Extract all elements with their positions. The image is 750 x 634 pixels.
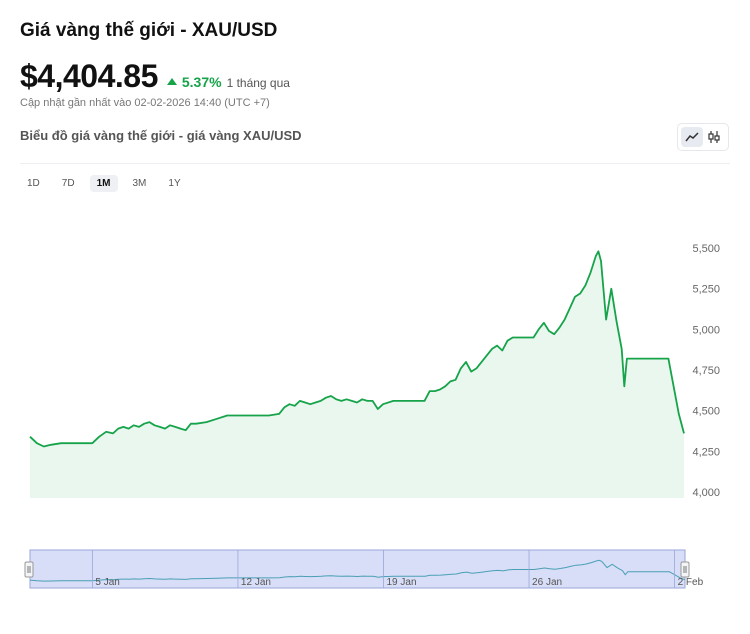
y-axis: 5,500 5,250 5,000 4,750 4,500 4,250 4,000 [692,243,720,499]
price-line [29,250,685,448]
candlestick-button[interactable] [703,127,725,147]
change-period: 1 tháng qua [226,76,290,90]
up-arrow-icon [166,78,177,85]
price-summary: $4,404.85 5.37% 1 tháng qua [20,58,290,95]
range-1y-button[interactable]: 1Y [168,178,181,189]
y-tick-label: 4,000 [692,487,720,499]
line-chart-icon [685,132,699,142]
y-tick-label: 5,250 [692,284,720,296]
current-price: $4,404.85 [20,58,158,94]
range-7d-button[interactable]: 7D [61,178,75,189]
plot-area [29,250,685,498]
range-selector: 1D 7D 1M 3M 1Y [20,175,196,192]
price-area-fill [30,251,684,498]
navigator-tick-label: 26 Jan [532,577,562,588]
range-1m-button[interactable]: 1M [89,175,118,192]
chart-subtitle: Biểu đồ giá vàng thế giới - giá vàng XAU… [20,128,302,143]
navigator-tick-label: 5 Jan [95,577,119,588]
navigator-line [29,559,686,582]
y-tick-label: 4,500 [692,406,720,418]
navigator-right-handle[interactable] [680,561,690,578]
y-tick-label: 5,000 [692,324,720,336]
range-1d-button[interactable]: 1D [27,178,40,189]
navigator-selection[interactable] [29,549,686,589]
navigator-left-handle[interactable] [24,561,34,578]
navigator-tick-label: 12 Jan [241,577,271,588]
change-percent: 5.37% [181,74,222,90]
y-tick-label: 4,250 [692,446,720,458]
last-updated: Cập nhật gần nhất vào 02-02-2026 14:40 (… [20,97,270,109]
navigator-ticks: 5 Jan 12 Jan 19 Jan 26 Jan 2 Feb [91,550,704,588]
range-navigator[interactable]: 5 Jan 12 Jan 19 Jan 26 Jan 2 Feb [24,549,704,589]
y-tick-label: 4,750 [692,365,720,377]
line-chart-button[interactable] [681,127,703,147]
section-divider [20,163,730,164]
chart-type-toggle [677,123,729,151]
page-title: Giá vàng thế giới - XAU/USD [20,20,278,41]
navigator-tick-label: 19 Jan [386,577,416,588]
candlestick-icon [708,131,720,143]
range-3m-button[interactable]: 3M [132,178,147,189]
y-tick-label: 5,500 [692,243,720,255]
navigator-tick-label: 2 Feb [678,577,704,588]
